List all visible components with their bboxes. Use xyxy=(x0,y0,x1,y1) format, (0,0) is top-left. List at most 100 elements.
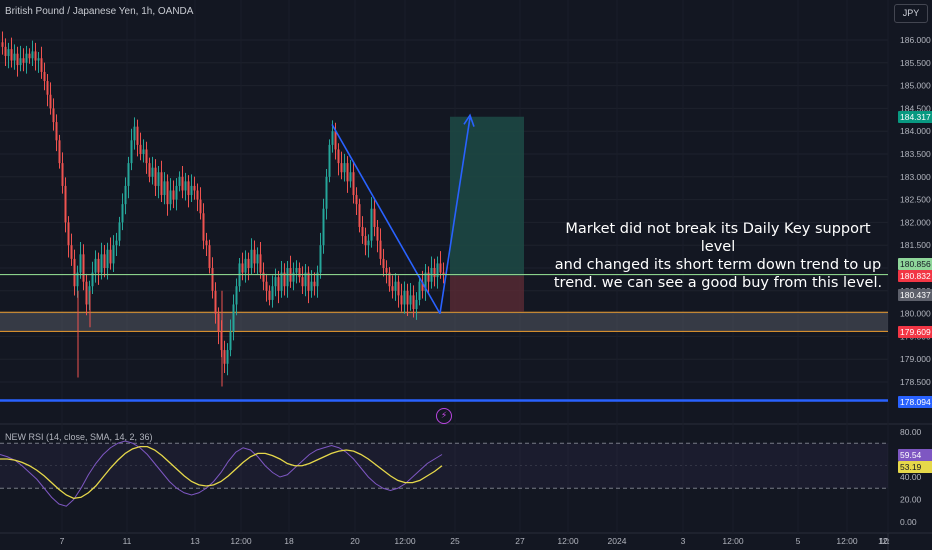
candle-body xyxy=(235,286,238,305)
candle-body xyxy=(91,272,94,287)
candle-body xyxy=(388,272,391,287)
candle-body xyxy=(37,58,40,61)
candle-body xyxy=(355,195,358,205)
price-label-badge xyxy=(898,258,932,270)
time-tick-label: 12:00 xyxy=(394,536,416,546)
candle-body xyxy=(433,268,436,278)
candle-body xyxy=(361,226,364,237)
candle-body xyxy=(424,272,427,291)
candle-body xyxy=(379,240,382,259)
candle-body xyxy=(79,254,82,273)
price-labels: 184.317 180.856 180.832 180.437 179.609 178.0… xyxy=(898,111,932,408)
candle-body xyxy=(109,249,112,264)
candle-body xyxy=(118,222,121,241)
candle-body xyxy=(403,290,406,305)
candle-body xyxy=(340,163,343,173)
rsi-band xyxy=(0,443,888,489)
candle-body xyxy=(40,58,43,72)
currency-button[interactable]: JPY xyxy=(894,4,928,23)
price-tick-label: 183.000 xyxy=(900,172,931,182)
time-tick-label: 18 xyxy=(284,536,294,546)
candle-body xyxy=(223,350,226,364)
candle-body xyxy=(301,277,304,287)
candle-body xyxy=(349,172,352,182)
price-tick-label: 182.000 xyxy=(900,217,931,227)
candle-body xyxy=(412,295,415,310)
candle-body xyxy=(418,281,421,300)
symbol-title[interactable]: British Pound / Japanese Yen, 1h, OANDA xyxy=(5,6,194,17)
candle-body xyxy=(436,263,439,278)
candle-body xyxy=(28,53,31,59)
time-axis[interactable]: 7 11 13 12:00 18 20 12:00 25 27 12:00 2024 3 12:00 5 1… xyxy=(60,536,890,546)
candle-body xyxy=(58,140,61,164)
drawings xyxy=(331,113,475,314)
candle-body xyxy=(184,181,187,191)
candle-body xyxy=(208,245,211,268)
candle-body xyxy=(178,176,181,186)
price-label-badge xyxy=(898,326,932,338)
time-tick-label: 27 xyxy=(515,536,525,546)
candle-body xyxy=(31,51,34,59)
candle-body xyxy=(253,249,256,264)
candle-body xyxy=(25,53,28,63)
candle-body xyxy=(1,42,4,47)
candle-body xyxy=(163,181,166,196)
candle-body xyxy=(214,290,217,314)
time-tick-label: 3 xyxy=(681,536,686,546)
price-label-text: 180.856 xyxy=(900,259,931,269)
candle-body xyxy=(259,254,262,273)
candle-body xyxy=(343,163,346,173)
lightning-bolt-icon[interactable]: ⚡ xyxy=(436,408,452,424)
arrow-head xyxy=(463,113,475,127)
candle-body xyxy=(55,122,58,141)
candle-body xyxy=(16,53,19,66)
price-label-text: 180.832 xyxy=(900,271,931,281)
candle-body xyxy=(127,163,130,186)
rsi-indicator-label[interactable]: NEW RSI (14, close, SMA, 14, 2, 36) xyxy=(5,432,153,442)
time-tick-label: 12:00 xyxy=(230,536,252,546)
candle-body xyxy=(133,126,136,141)
candle-body xyxy=(121,204,124,223)
price-label-badge xyxy=(898,289,932,301)
candle-body xyxy=(52,108,55,123)
candle-body xyxy=(373,208,376,227)
annotation-line-1: Market did not break its Daily Key suppo… xyxy=(565,221,871,255)
candle-body xyxy=(331,131,334,145)
candle-body xyxy=(64,185,67,223)
candle-body xyxy=(319,245,322,273)
candle-body xyxy=(307,272,310,291)
candle-body xyxy=(187,181,190,196)
candle-body xyxy=(10,49,13,61)
candle-body xyxy=(106,249,109,268)
candle-body xyxy=(169,190,172,205)
price-tick-label: 185.000 xyxy=(900,81,931,91)
price-tick-label: 183.500 xyxy=(900,149,931,159)
candle-body xyxy=(310,281,313,291)
time-tick-label: 12:00 xyxy=(722,536,744,546)
rsi-value-text: 53.19 xyxy=(900,462,922,472)
candle-body xyxy=(103,254,106,268)
time-tick-label: 25 xyxy=(450,536,460,546)
time-tick-label: 5 xyxy=(796,536,801,546)
candle-body xyxy=(283,272,286,287)
rsi-tick-label: 80.00 xyxy=(900,427,922,437)
candle-body xyxy=(262,272,265,282)
candle-body xyxy=(142,149,145,154)
candle-body xyxy=(364,236,367,246)
candle-body xyxy=(298,268,301,278)
candle-body xyxy=(112,245,115,264)
candle-body xyxy=(115,240,118,246)
candle-body xyxy=(73,258,76,287)
text-annotation[interactable]: Market did not break its Daily Key suppo… xyxy=(548,220,888,292)
candle-body xyxy=(205,240,208,246)
candle-body xyxy=(61,163,64,186)
projection-arrow xyxy=(439,117,471,314)
candle-body xyxy=(346,163,349,182)
candle-body xyxy=(376,226,379,241)
candle-body xyxy=(175,185,178,200)
candle-body xyxy=(244,258,247,273)
candle-body xyxy=(292,272,295,282)
time-tick-label: 12:00 xyxy=(557,536,579,546)
